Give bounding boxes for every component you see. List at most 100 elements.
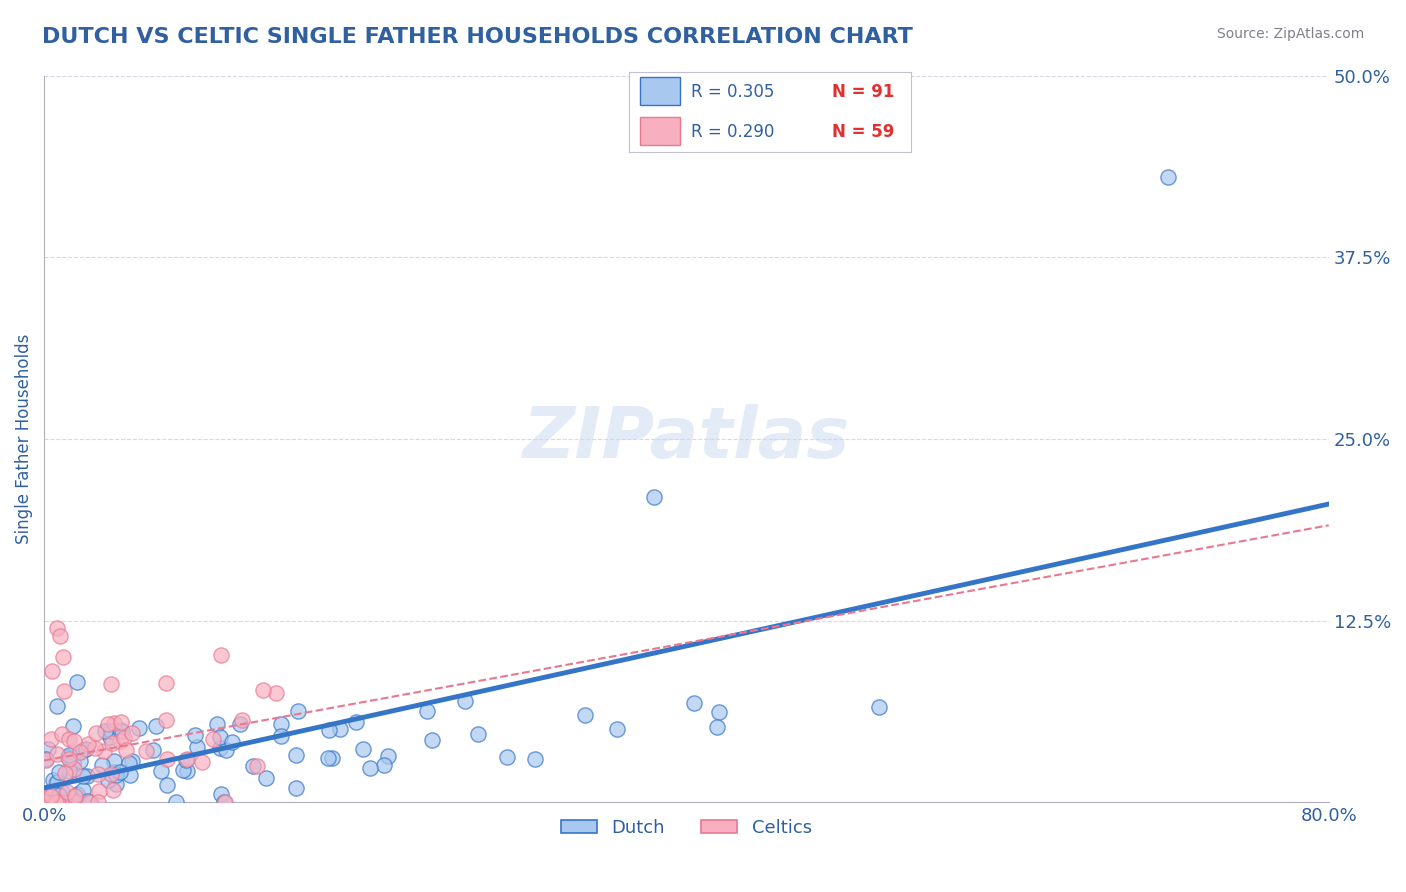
Point [46, 775, 69, 789]
Point [108, 764, 131, 779]
Point [35, 795, 58, 809]
Point [321, 751, 343, 765]
Point [156, 752, 179, 766]
Point [202, 731, 225, 746]
Point [84, 740, 107, 755]
Point [112, 731, 135, 745]
Point [51, 785, 73, 799]
Point [373, 758, 395, 772]
Point [52, 684, 75, 698]
Point [42, 772, 65, 787]
Point [118, 768, 141, 782]
Point [52, 795, 75, 809]
Point [58, 747, 80, 762]
Point [39, 794, 62, 808]
Point [186, 739, 208, 754]
Point [209, 648, 232, 663]
Point [77, 795, 100, 809]
Point [45, 698, 67, 713]
Point [45, 795, 67, 809]
Point [100, 677, 122, 691]
Point [524, 752, 547, 766]
Legend: Dutch, Celtics: Dutch, Celtics [554, 812, 820, 844]
Point [62, 734, 84, 748]
Point [121, 754, 143, 768]
Point [41, 665, 63, 679]
Point [156, 778, 179, 792]
Point [45, 775, 67, 789]
Point [128, 721, 150, 735]
Point [48, 764, 70, 779]
Point [108, 734, 131, 748]
Point [104, 768, 127, 782]
Point [48, 788, 70, 802]
Point [72, 769, 94, 783]
Point [35, 753, 58, 767]
Point [45, 747, 67, 761]
Text: Source: ZipAtlas.com: Source: ZipAtlas.com [1216, 27, 1364, 41]
Point [103, 716, 125, 731]
Point [42, 786, 65, 800]
Point [359, 761, 381, 775]
Point [574, 708, 596, 723]
Point [46, 621, 69, 635]
Point [191, 755, 214, 769]
Point [66, 787, 89, 801]
Point [76, 769, 98, 783]
Point [65, 795, 87, 809]
Point [121, 726, 143, 740]
Point [94, 724, 117, 739]
Point [155, 713, 177, 727]
Point [37, 742, 59, 756]
Point [93, 744, 115, 758]
Point [90, 758, 112, 772]
Point [420, 732, 443, 747]
Point [209, 787, 232, 801]
Text: DUTCH VS CELTIC SINGLE FATHER HOUSEHOLDS CORRELATION CHART: DUTCH VS CELTIC SINGLE FATHER HOUSEHOLDS… [42, 27, 912, 46]
Point [35, 795, 58, 809]
Point [145, 719, 167, 733]
Point [52, 649, 75, 664]
Point [176, 752, 198, 766]
Point [264, 685, 287, 699]
Point [416, 704, 439, 718]
Point [62, 719, 84, 733]
Point [103, 765, 125, 780]
Point [142, 743, 165, 757]
Point [228, 717, 250, 731]
Point [100, 724, 122, 739]
Point [318, 723, 340, 738]
Point [606, 722, 628, 736]
Point [284, 747, 307, 762]
Point [155, 676, 177, 690]
Point [46, 795, 69, 809]
Point [110, 715, 132, 730]
Point [105, 777, 128, 791]
Point [172, 763, 194, 777]
Point [205, 717, 228, 731]
Point [706, 720, 728, 734]
Point [58, 731, 80, 746]
Point [344, 715, 367, 730]
Point [103, 754, 125, 768]
Point [39, 789, 62, 804]
Point [318, 750, 340, 764]
Point [176, 764, 198, 779]
Point [72, 743, 94, 757]
Point [115, 743, 138, 757]
Point [377, 749, 399, 764]
Point [150, 764, 173, 778]
Point [184, 728, 207, 742]
Point [35, 795, 58, 809]
Point [118, 756, 141, 771]
Point [174, 753, 197, 767]
Point [79, 795, 101, 809]
Y-axis label: Single Father Households: Single Father Households [15, 334, 32, 544]
Point [49, 629, 72, 643]
Point [72, 783, 94, 797]
Point [51, 727, 73, 741]
Point [215, 743, 238, 757]
Point [44, 795, 66, 809]
Point [101, 782, 124, 797]
Text: ZIPatlas: ZIPatlas [523, 404, 851, 474]
